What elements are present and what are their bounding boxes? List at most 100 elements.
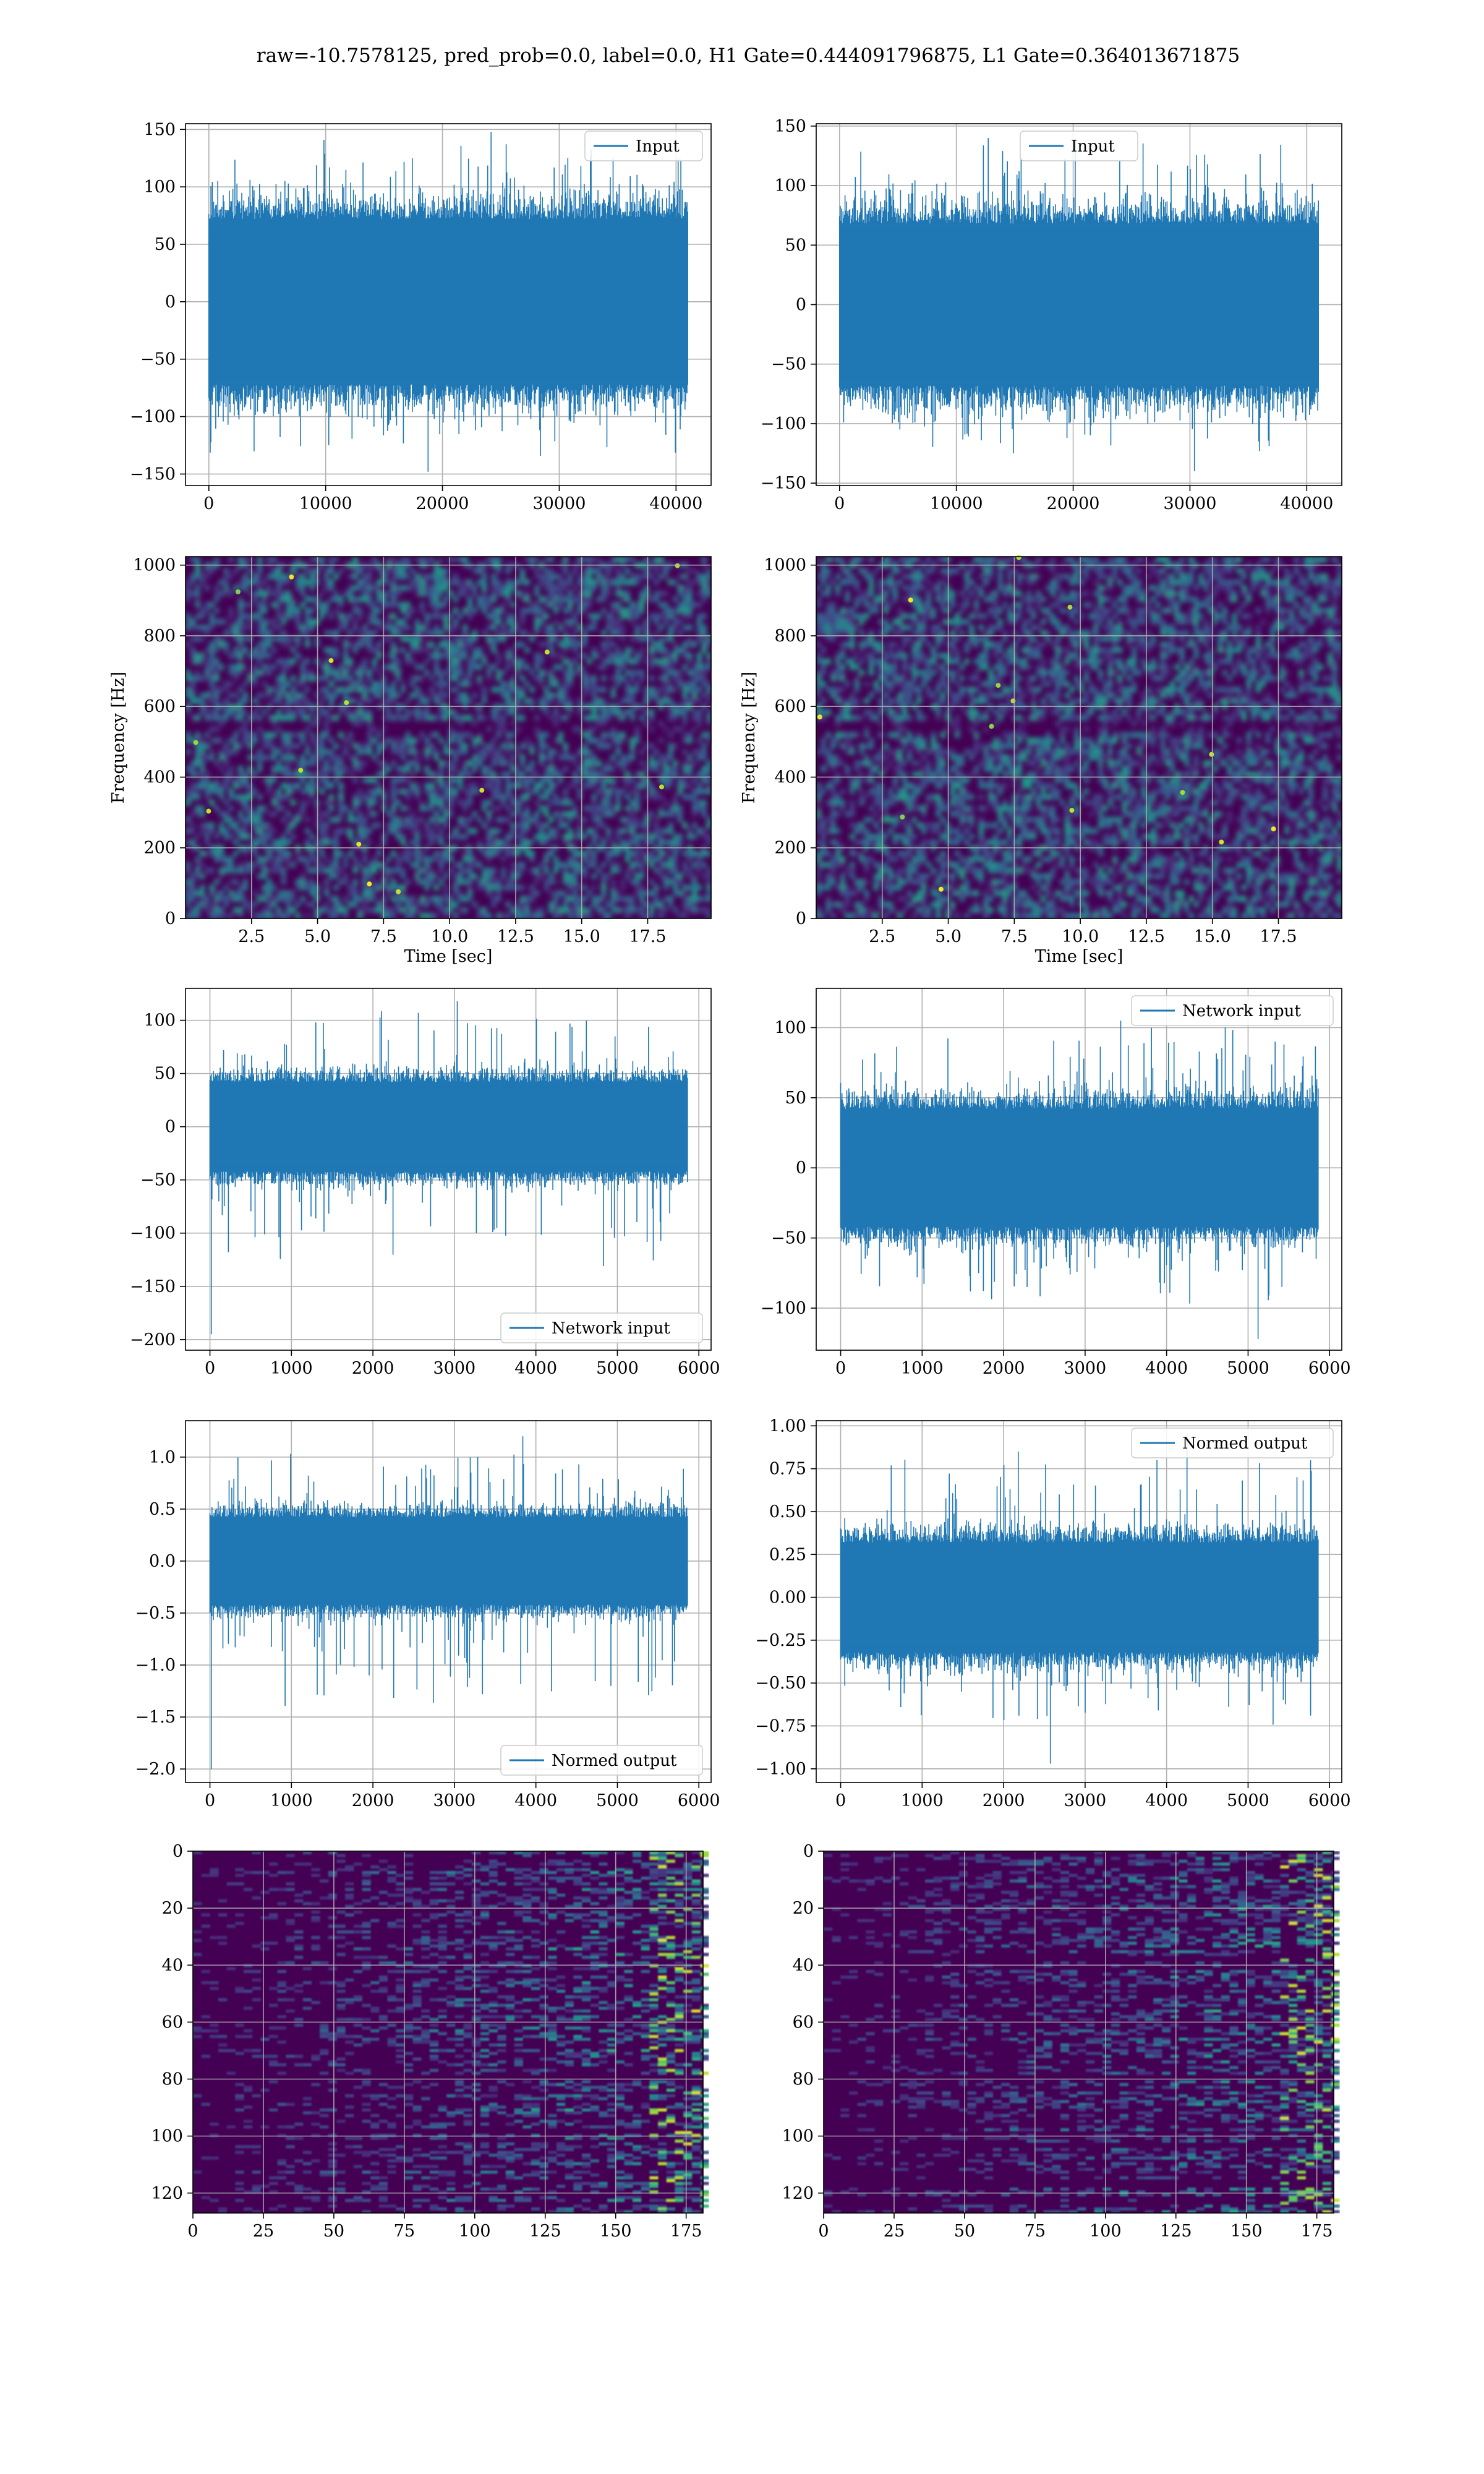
spectrogram-cell — [902, 856, 908, 863]
spectrogram-cell — [414, 833, 420, 840]
spectrogram-cell — [305, 862, 310, 868]
spectrogram-cell — [931, 839, 936, 845]
spectrogram-cell — [491, 618, 497, 625]
spectrogram-cell — [242, 692, 248, 699]
spectrogram-cell — [534, 816, 540, 823]
spectrogram-cell — [352, 573, 358, 580]
spectrogram-cell — [314, 890, 320, 896]
spectrogram-cell — [386, 811, 391, 817]
spectrogram-cell — [501, 630, 506, 636]
spectrogram-cell — [319, 748, 325, 755]
spectrogram-cell — [348, 811, 353, 817]
spectrogram-cell — [644, 692, 650, 699]
spectrogram-cell — [343, 912, 349, 919]
spectrogram-cell — [629, 907, 635, 914]
spectrogram-cell — [295, 766, 301, 772]
spectrogram-cell — [190, 675, 195, 682]
spectrogram-cell — [262, 669, 267, 676]
spectrogram-cell — [878, 675, 884, 682]
spectrogram-cell — [372, 811, 377, 817]
spectrogram-cell — [687, 596, 693, 602]
spectrogram-cell — [276, 850, 282, 857]
spectrogram-cell — [453, 641, 458, 648]
spectrogram-cell — [916, 618, 922, 625]
spectrogram-cell — [596, 573, 602, 580]
spectrogram-cell — [883, 630, 889, 636]
spectrogram-cell — [510, 709, 516, 716]
spectrogram-cell — [816, 800, 822, 806]
spectrogram-cell — [911, 584, 917, 591]
spectrogram-cell — [706, 737, 712, 744]
spectrogram-cell — [396, 692, 401, 699]
spectrogram-cell — [463, 788, 468, 795]
spectrogram-cell — [200, 777, 205, 784]
spectrogram-cell — [377, 618, 382, 625]
spectrogram-cell — [190, 884, 195, 891]
spectrogram-cell — [926, 596, 931, 602]
spectrogram-cell — [682, 584, 688, 591]
subplot-p4: 2.5 5.0 7.5 10.0 12.5 15.0 17.5020040060080010… — [740, 555, 1342, 966]
spectrogram-hotspot — [356, 841, 362, 847]
spectrogram-cell — [324, 579, 330, 586]
spectrogram-cell — [386, 709, 391, 716]
spectrogram-cell — [649, 811, 654, 817]
spectrogram-cell — [606, 732, 612, 738]
spectrogram-cell — [629, 822, 635, 829]
spectrogram-cell — [200, 805, 205, 811]
spectrogram-cell — [477, 709, 482, 716]
spectrogram-cell — [591, 828, 597, 834]
spectrogram-cell — [333, 907, 339, 914]
spectrogram-cell — [186, 692, 191, 699]
spectrogram-cell — [477, 907, 482, 914]
spectrogram-cell — [286, 856, 291, 863]
spectrogram-cell — [247, 901, 253, 908]
spectrogram-cell — [644, 833, 650, 840]
spectrogram-cell — [845, 630, 850, 636]
spectrogram-cell — [663, 573, 668, 580]
spectrogram-cell — [391, 630, 396, 636]
spectrogram-cell — [553, 607, 559, 614]
spectrogram-cell — [271, 754, 277, 761]
spectrogram-cell — [936, 557, 941, 563]
spectrogram-cell — [548, 901, 554, 908]
spectrogram-cell — [257, 726, 263, 732]
spectrogram-cell — [615, 630, 621, 636]
spectrogram-cell — [687, 884, 693, 891]
spectrogram-cell — [186, 794, 191, 800]
spectrogram-cell — [945, 573, 950, 580]
spectrogram-cell — [873, 811, 879, 817]
spectrogram-cell — [692, 675, 697, 682]
spectrogram-cell — [654, 698, 659, 704]
spectrogram-cell — [859, 800, 864, 806]
spectrogram-cell — [654, 568, 659, 574]
spectrogram-cell — [601, 573, 607, 580]
spectrogram-cell — [682, 698, 688, 704]
spectrogram-cell — [204, 850, 210, 857]
spectrogram-cell — [825, 687, 831, 693]
spectrogram-cell — [659, 828, 664, 834]
spectrogram-cell — [448, 794, 454, 800]
spectrogram-cell — [186, 766, 191, 772]
spectrogram-cell — [252, 732, 258, 738]
spectrogram-cell — [396, 800, 401, 806]
spectrogram-cell — [902, 833, 908, 840]
spectrogram-cell — [601, 596, 607, 602]
spectrogram-cell — [663, 607, 668, 614]
spectrogram-cell — [267, 557, 272, 563]
spectrogram-cell — [204, 794, 210, 800]
spectrogram-cell — [391, 811, 396, 817]
spectrogram-cell — [309, 760, 315, 766]
spectrogram-cell — [424, 709, 430, 716]
spectrogram-cell — [314, 675, 320, 682]
spectrogram-cell — [510, 624, 516, 631]
spectrogram-cell — [377, 862, 382, 868]
spectrogram-cell — [916, 896, 922, 902]
axes-frame — [185, 556, 712, 919]
spectrogram-cell — [367, 867, 372, 874]
spectrogram-cell — [276, 726, 282, 732]
spectrogram-cell — [414, 709, 420, 716]
spectrogram-cell — [276, 714, 282, 721]
spectrogram-cell — [936, 698, 941, 704]
spectrogram-cell — [314, 658, 320, 665]
spectrogram-cell — [544, 641, 549, 648]
